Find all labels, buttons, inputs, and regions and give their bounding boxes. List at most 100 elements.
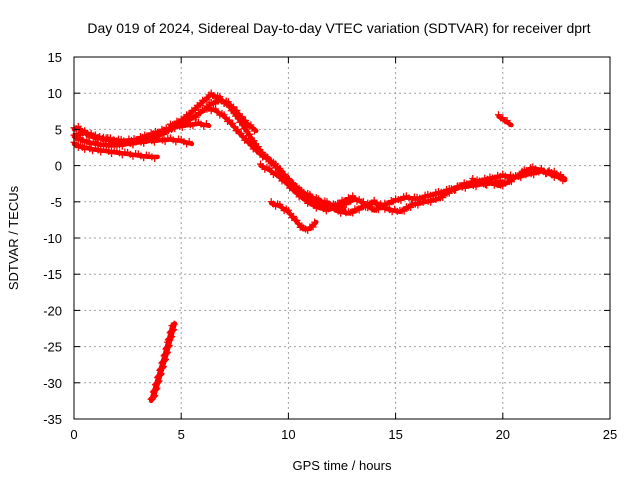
chart-title: Day 019 of 2024, Sidereal Day-to-day VTE… — [87, 20, 590, 36]
data-point — [186, 111, 194, 119]
y-tick-label: 15 — [48, 50, 62, 65]
data-point — [250, 127, 258, 135]
data-point — [229, 119, 237, 127]
data-point — [242, 124, 250, 132]
data-point — [129, 141, 137, 149]
data-point — [290, 212, 298, 220]
y-tick-label: -10 — [43, 231, 62, 246]
data-point — [224, 100, 232, 108]
x-tick-label: 20 — [496, 427, 510, 442]
data-point — [154, 379, 162, 387]
data-point — [491, 175, 499, 183]
data-point — [530, 171, 538, 179]
y-tick-label: -20 — [43, 303, 62, 318]
x-tick-label: 0 — [70, 427, 77, 442]
data-point — [277, 166, 285, 174]
data-point — [161, 355, 169, 363]
x-tick-label: 15 — [388, 427, 402, 442]
data-point — [400, 207, 408, 215]
data-point — [525, 168, 533, 176]
data-point — [157, 370, 165, 378]
data-point — [160, 357, 168, 365]
y-tick-label: -5 — [50, 195, 62, 210]
data-point — [311, 218, 319, 226]
data-point — [349, 209, 357, 217]
data-point — [237, 117, 245, 125]
data-point — [407, 204, 415, 212]
data-point — [499, 182, 507, 190]
data-point — [272, 160, 280, 168]
data-point — [185, 138, 193, 146]
data-point — [192, 113, 200, 121]
y-tick-label: 5 — [55, 122, 62, 137]
series-arc-12 — [495, 111, 514, 128]
series-arc-7 — [257, 160, 332, 215]
data-point — [445, 189, 453, 197]
data-point — [154, 378, 162, 386]
data-point — [202, 120, 210, 128]
data-point — [452, 186, 460, 194]
data-point — [397, 197, 405, 205]
axis-ticks: 0 5 10 15 20 25 -35 -30 -25 -20 -15 -10 -5 0 5 10 15 — [43, 50, 617, 442]
data-point — [414, 201, 422, 209]
x-tick-label: 10 — [281, 427, 295, 442]
data-point — [250, 137, 258, 145]
data-point — [505, 120, 513, 128]
data-point — [439, 194, 447, 202]
data-point — [229, 105, 237, 113]
series-arc-11 — [469, 163, 568, 190]
data-point — [151, 155, 159, 163]
data-point — [153, 384, 161, 392]
x-tick-label: 5 — [178, 427, 185, 442]
data-point — [234, 126, 242, 134]
data-point — [159, 363, 167, 371]
data-point — [161, 356, 169, 364]
x-axis-label: GPS time / hours — [293, 458, 392, 473]
data-point — [458, 183, 466, 191]
data-point — [149, 136, 157, 144]
data-point — [342, 198, 350, 206]
series-arc-6 — [203, 102, 347, 213]
data-point — [465, 181, 473, 189]
data-point — [171, 121, 179, 129]
data-point — [309, 223, 317, 231]
data-point — [189, 122, 197, 130]
data-point — [158, 364, 166, 372]
data-point — [159, 363, 167, 371]
series-arc-14 — [149, 320, 178, 401]
data-point — [160, 130, 168, 138]
data-point — [355, 206, 363, 214]
data-point — [152, 385, 160, 393]
data-series — [70, 89, 568, 404]
series-arc-8 — [267, 198, 319, 234]
y-tick-label: -30 — [43, 376, 62, 391]
y-tick-label: -25 — [43, 340, 62, 355]
y-tick-label: -15 — [43, 267, 62, 282]
data-point — [203, 96, 211, 104]
data-point — [507, 178, 515, 186]
data-point — [170, 320, 178, 328]
data-point — [427, 198, 435, 206]
data-point — [284, 206, 292, 214]
data-point — [140, 139, 148, 147]
data-point — [516, 172, 524, 180]
data-point — [482, 181, 490, 189]
data-point — [233, 111, 241, 119]
data-point — [238, 113, 246, 121]
data-point — [197, 101, 205, 109]
data-point — [156, 371, 164, 379]
y-tick-label: 0 — [55, 159, 62, 174]
data-point — [293, 216, 301, 224]
data-point — [155, 377, 163, 385]
y-tick-label: -35 — [43, 412, 62, 427]
data-point — [362, 203, 370, 211]
y-axis-label: SDTVAR / TECUs — [6, 185, 21, 290]
grid — [74, 57, 610, 419]
data-point — [151, 386, 159, 394]
data-point — [559, 177, 567, 185]
y-tick-label: 10 — [48, 86, 62, 101]
data-point — [76, 131, 84, 139]
data-point — [368, 200, 376, 208]
data-point — [191, 106, 199, 114]
